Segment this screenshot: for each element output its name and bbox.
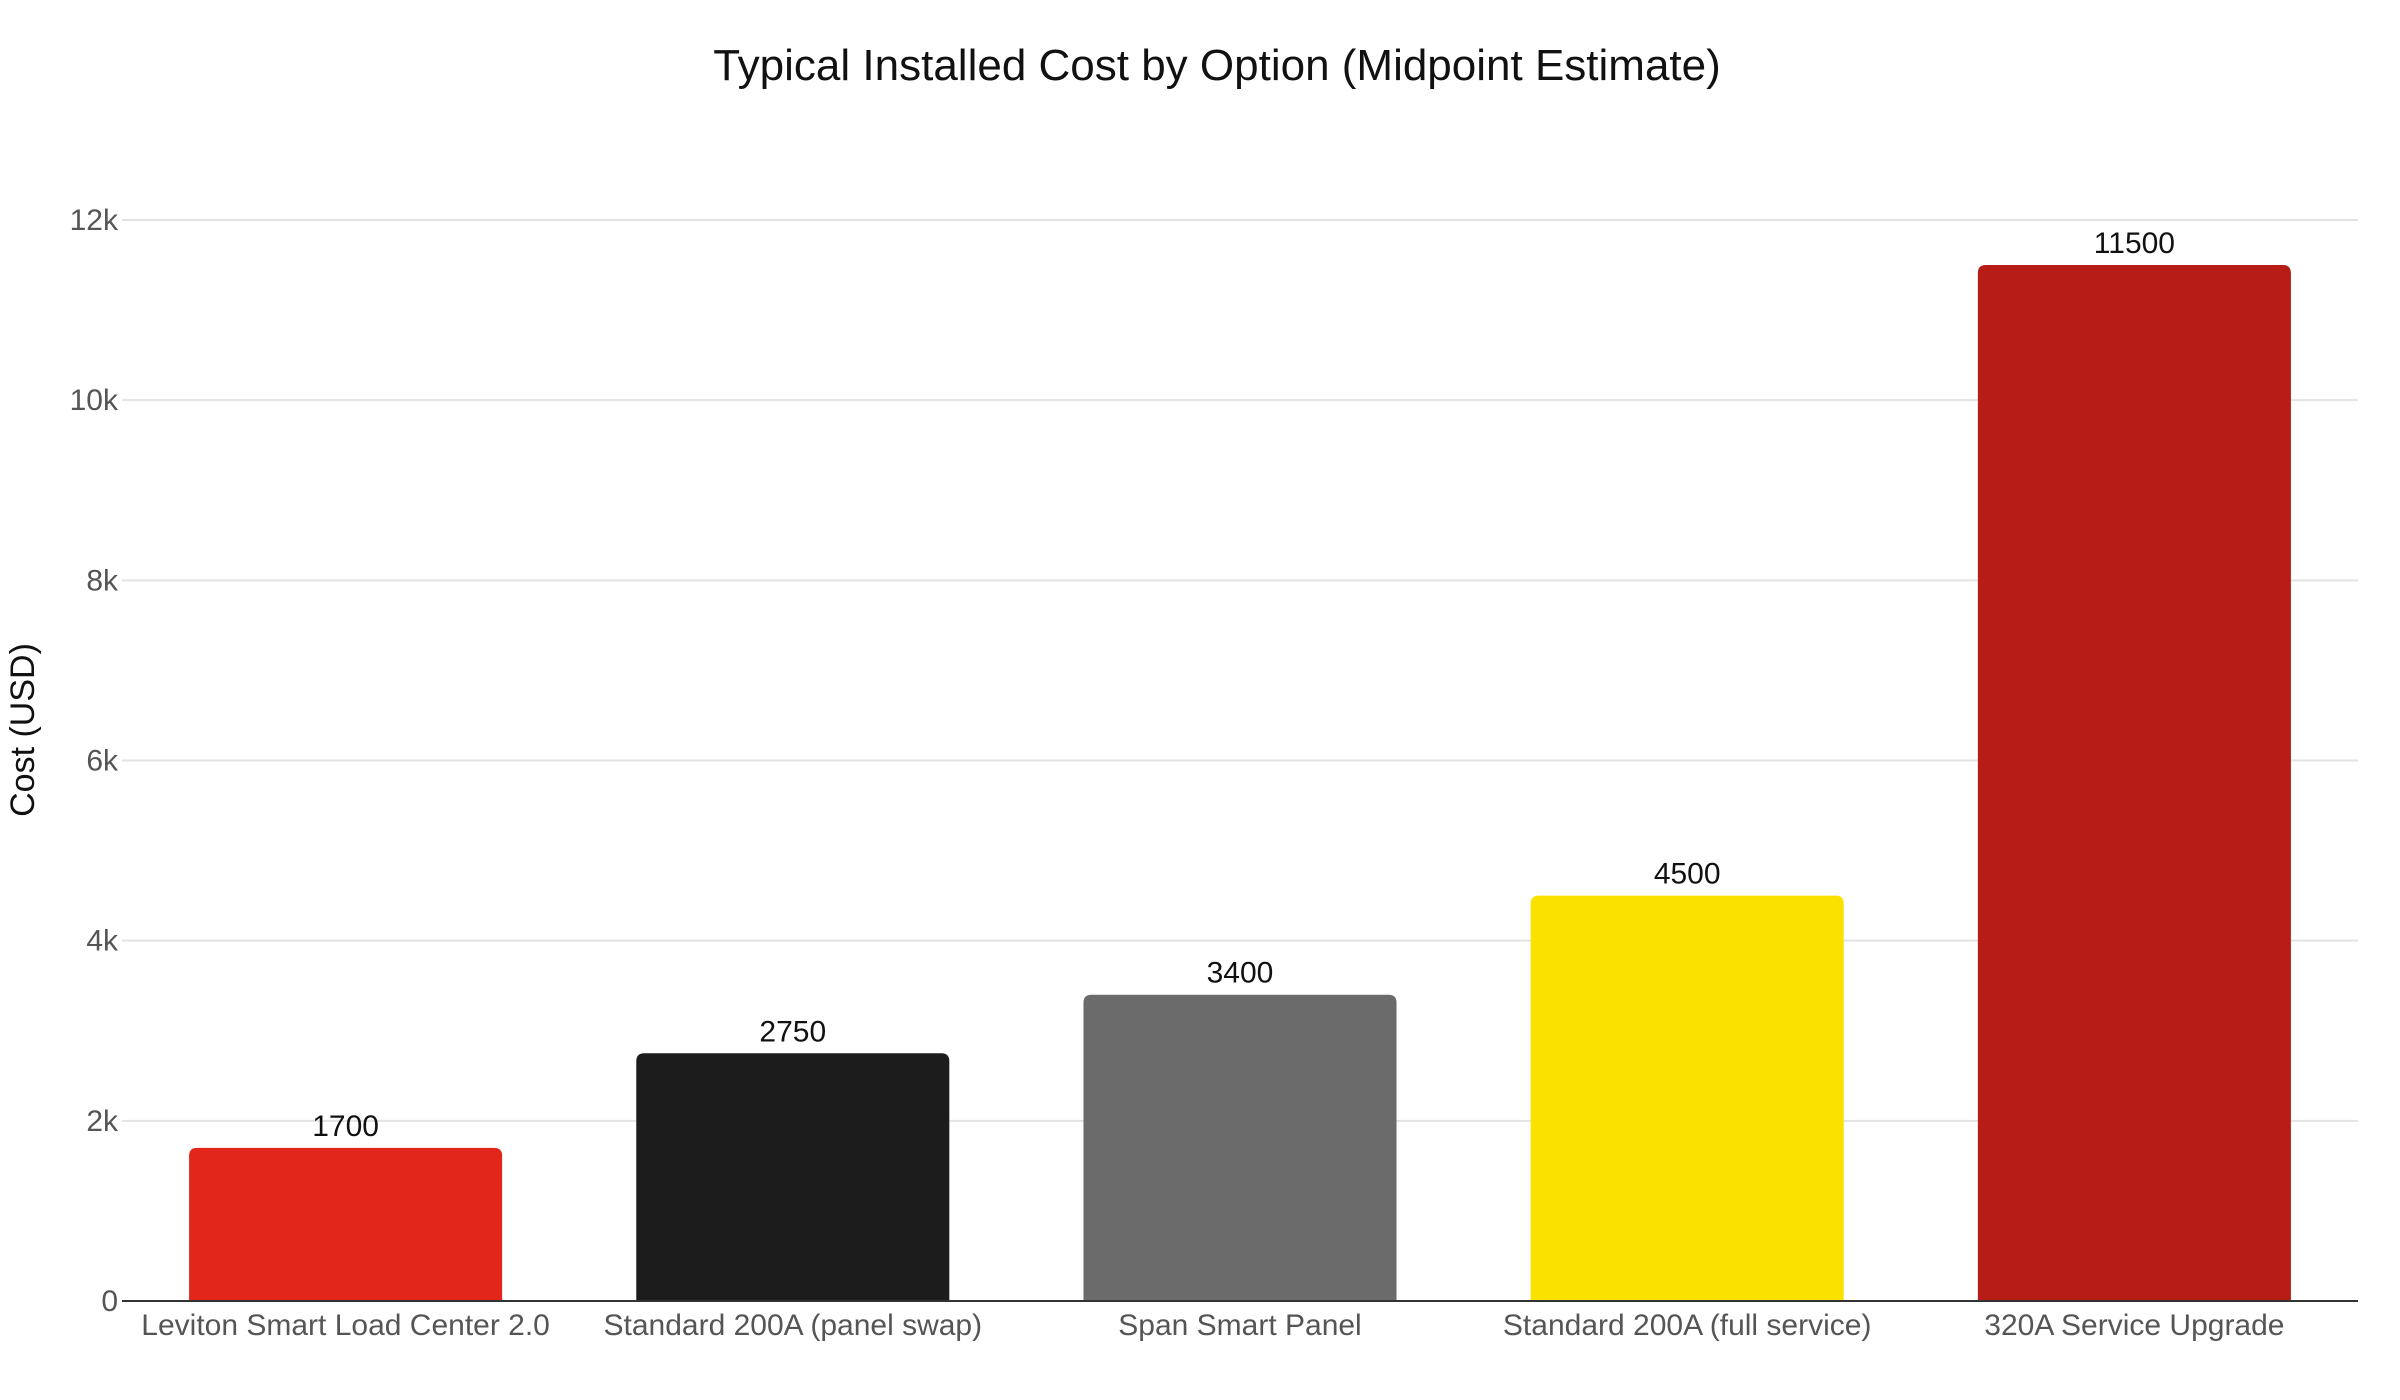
bar-value-label: 11500	[2094, 227, 2175, 260]
y-tick-label: 4k	[86, 925, 119, 958]
bar-value-label: 1700	[312, 1110, 379, 1143]
x-tick-label: Standard 200A (full service)	[1503, 1309, 1872, 1342]
bar	[1530, 895, 1844, 1301]
bar-value-label: 4500	[1654, 858, 1721, 891]
y-tick-label: 10k	[70, 384, 119, 417]
bar	[636, 1053, 950, 1301]
x-axis-ticks: Leviton Smart Load Center 2.0 Standard 20…	[141, 1309, 2284, 1342]
x-tick-label: Standard 200A (panel swap)	[604, 1309, 983, 1342]
y-axis-ticks: 0 2k 4k 6k 8k 10k 12k	[70, 204, 119, 1318]
x-tick-label: Span Smart Panel	[1118, 1309, 1361, 1342]
y-tick-label: 2k	[86, 1105, 119, 1138]
bar	[189, 1147, 503, 1301]
chart-title: Typical Installed Cost by Option (Midpoi…	[713, 41, 1721, 90]
x-tick-label: 320A Service Upgrade	[1984, 1309, 2284, 1342]
bar-value-label: 2750	[759, 1015, 826, 1048]
bar-value-label: 3400	[1207, 957, 1274, 990]
bar	[1083, 994, 1397, 1301]
y-tick-label: 8k	[86, 564, 119, 597]
value-labels: 1700 2750 3400 4500 11500	[312, 227, 2175, 1143]
bars	[189, 265, 2291, 1302]
y-tick-label: 12k	[70, 204, 119, 237]
x-tick-label: Leviton Smart Load Center 2.0	[141, 1309, 550, 1342]
y-tick-label: 6k	[86, 745, 119, 778]
y-axis-title: Cost (USD)	[4, 643, 42, 817]
y-tick-label: 0	[101, 1285, 118, 1318]
bar	[1977, 265, 2291, 1302]
